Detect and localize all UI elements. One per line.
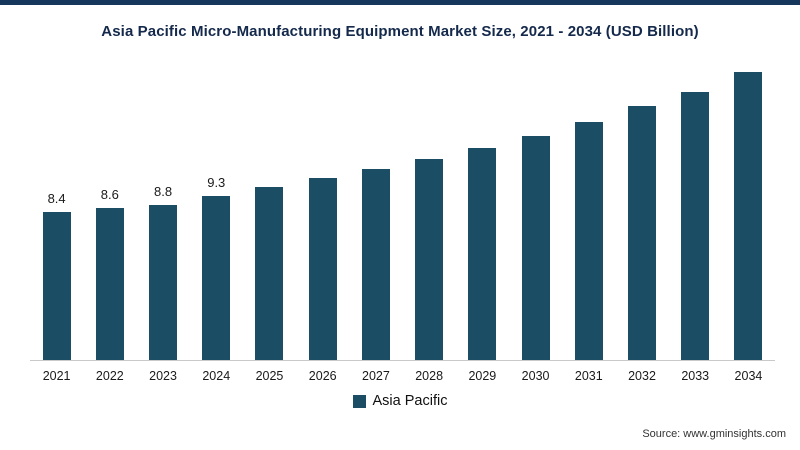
x-tick-label: 2031 [574,369,603,383]
bar-value-label: 8.6 [100,187,119,202]
bar-column [509,136,562,360]
legend-swatch [352,394,366,408]
x-tick-label: 2025 [255,369,284,383]
bar-column [296,178,349,360]
x-axis: 2021 2022 2023 2024 2025 2026 2027 2028 2029 2030… [30,369,775,383]
legend-label: Asia Pacific [372,393,448,409]
x-tick-label: 2023 [149,369,177,383]
x-tick-label: 2030 [521,369,550,383]
bar-column: 8.8 [136,184,189,360]
bar [202,196,231,360]
bar-column: 8.4 [30,191,83,360]
bar [361,169,390,360]
bars-row: 8.4 8.6 8.8 9.3 [30,60,775,361]
bar-column [722,72,775,360]
x-tick-label: 2034 [734,369,763,383]
plot-area: 8.4 8.6 8.8 9.3 2021 2022 2023 2024 2025 2026 202… [30,60,775,383]
bar-column [243,187,296,360]
bar-column [669,92,722,360]
x-tick-label: 2028 [415,369,444,383]
bar [308,178,337,360]
x-tick-label: 2021 [42,369,71,383]
chart-title: Asia Pacific Micro-Manufacturing Equipme… [101,23,699,40]
bar-column [349,169,402,360]
x-tick-label: 2024 [202,369,231,383]
bar-column [456,148,509,360]
x-tick-label: 2033 [681,369,710,383]
source-attribution: Source: www.gminsights.com [642,428,786,440]
x-tick-label: 2029 [468,369,497,383]
bar [42,212,71,360]
bar-column: 9.3 [190,175,243,360]
bar [521,136,550,360]
legend: Asia Pacific [0,393,800,409]
bar [574,122,603,360]
x-tick-label: 2022 [95,369,124,383]
bar-column [615,106,668,360]
bar [415,159,444,360]
bar [255,187,284,360]
bar-value-label: 8.4 [47,191,66,206]
bar [468,148,497,360]
x-tick-label: 2026 [308,369,337,383]
bar [681,92,710,360]
bar-value-label: 9.3 [207,175,226,190]
bar [95,208,124,360]
bar [734,72,763,360]
bar-column [562,122,615,360]
bar [628,106,657,360]
x-tick-label: 2032 [628,369,656,383]
x-tick-label: 2027 [362,369,390,383]
bar-column [403,159,456,360]
bar-value-label: 8.8 [154,184,173,199]
bar-column: 8.6 [83,187,136,360]
bar [149,205,178,360]
